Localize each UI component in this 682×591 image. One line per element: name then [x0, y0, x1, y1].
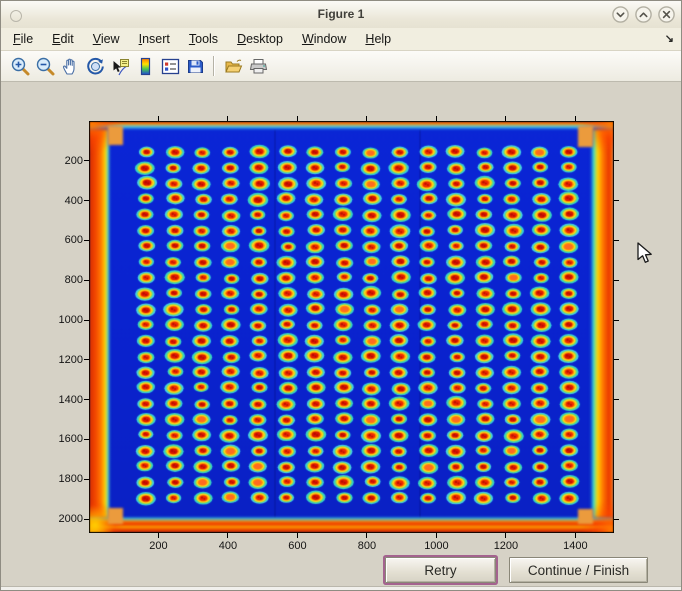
menu-tools[interactable]: Tools	[188, 32, 219, 46]
y-tick-right	[614, 438, 619, 440]
colorbar-icon[interactable]	[133, 54, 157, 78]
zoom-out-icon[interactable]	[33, 54, 57, 78]
y-tick	[84, 279, 89, 281]
y-tick-right	[614, 200, 619, 202]
y-tick	[84, 239, 89, 241]
x-tick-label: 800	[357, 540, 377, 552]
close-button[interactable]	[658, 6, 675, 23]
menu-file[interactable]: File	[13, 32, 34, 46]
zoom-in-icon[interactable]	[8, 54, 32, 78]
chevron-down-icon	[616, 12, 625, 18]
x-tick-top	[227, 116, 229, 121]
chevron-up-icon	[639, 12, 648, 18]
y-tick	[84, 518, 89, 520]
y-tick-right	[614, 518, 619, 520]
x-tick-label: 200	[149, 540, 168, 552]
data-cursor-icon[interactable]	[108, 54, 132, 78]
open-icon[interactable]	[221, 54, 245, 78]
x-tick	[157, 533, 159, 538]
y-tick-right	[614, 239, 619, 241]
y-tick-label: 1400	[58, 393, 83, 406]
maximize-button[interactable]	[635, 6, 652, 23]
y-tick-right	[614, 359, 619, 361]
window-bottom-edge	[1, 586, 681, 590]
window-title: Figure 1	[317, 7, 365, 21]
x-tick-top	[157, 116, 159, 121]
figure-canvas: Retry Continue / Finish 200 400 600 800 1000…	[1, 82, 681, 586]
y-tick	[84, 359, 89, 361]
x-tick	[574, 533, 576, 538]
menu-bar: File Edit View Insert Tools Desktop Window Help…	[1, 28, 681, 51]
y-tick-right	[614, 279, 619, 281]
retry-button[interactable]: Retry	[385, 557, 496, 583]
menu-desktop[interactable]: Desktop	[237, 32, 283, 46]
menu-edit[interactable]: Edit	[52, 32, 74, 46]
window-menu-icon[interactable]	[10, 10, 22, 22]
y-tick-label: 400	[64, 194, 83, 207]
y-tick-label: 1200	[58, 353, 83, 366]
y-tick	[84, 438, 89, 440]
y-tick-label: 1600	[58, 433, 83, 446]
y-tick	[84, 478, 89, 480]
y-tick-right	[614, 399, 619, 401]
menu-window[interactable]: Window	[301, 32, 347, 46]
x-tick-label: 400	[218, 540, 238, 552]
y-tick-right	[614, 160, 619, 162]
x-tick-label: 1000	[424, 540, 449, 552]
save-icon[interactable]	[183, 54, 207, 78]
menu-view[interactable]: View	[92, 32, 120, 46]
y-tick-label: 2000	[58, 513, 83, 526]
x-tick	[435, 533, 437, 538]
x-tick	[505, 533, 507, 538]
toolbar-separator	[213, 56, 215, 76]
x-tick-top	[435, 116, 437, 121]
insert-legend-icon[interactable]	[158, 54, 182, 78]
x-tick-top	[296, 116, 298, 121]
y-tick-label: 1000	[58, 314, 83, 327]
y-tick-label: 1800	[58, 473, 83, 486]
x-tick	[366, 533, 368, 538]
pan-icon[interactable]	[58, 54, 82, 78]
y-tick	[84, 319, 89, 321]
continue-finish-button[interactable]: Continue / Finish	[509, 557, 648, 583]
y-tick	[84, 200, 89, 202]
x-tick-top	[366, 116, 368, 121]
y-tick-label: 200	[64, 154, 83, 167]
x-tick	[227, 533, 229, 538]
mouse-cursor	[637, 242, 652, 263]
title-bar: Figure 1	[1, 1, 681, 29]
close-icon	[662, 10, 671, 19]
x-tick	[296, 533, 298, 538]
minimize-button[interactable]	[612, 6, 629, 23]
y-tick-right	[614, 478, 619, 480]
y-tick-label: 600	[64, 234, 83, 247]
y-tick	[84, 160, 89, 162]
y-tick-label: 800	[64, 274, 83, 287]
window-controls	[612, 6, 675, 23]
x-tick-top	[505, 116, 507, 121]
y-tick-right	[614, 319, 619, 321]
figure-toolbar	[1, 51, 681, 82]
plate-heatmap-image[interactable]	[89, 121, 614, 533]
x-tick-label: 1200	[493, 540, 519, 552]
print-icon[interactable]	[246, 54, 270, 78]
x-tick-label: 600	[288, 540, 307, 552]
menu-help[interactable]: Help	[365, 32, 392, 46]
x-tick-label: 1400	[563, 540, 588, 552]
x-tick-top	[574, 116, 576, 121]
dock-figure-icon[interactable]: ↘	[664, 33, 674, 45]
rotate-3d-icon[interactable]	[83, 54, 107, 78]
y-tick	[84, 399, 89, 401]
plot-axes	[89, 121, 614, 533]
menu-insert[interactable]: Insert	[138, 32, 170, 46]
